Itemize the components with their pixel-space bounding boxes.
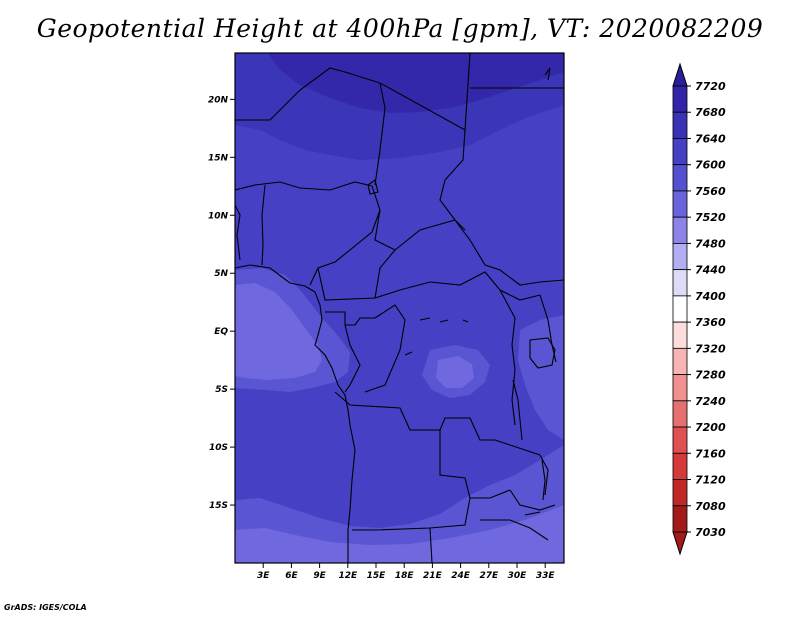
lake-tanganyika [512, 379, 523, 441]
lat-tick-label: 20N [208, 95, 229, 105]
border-angola-zambia [439, 430, 511, 499]
colorbar-swatch [672, 426, 688, 454]
colorbar-label: 7200 [695, 421, 726, 434]
border-zimbabwe [480, 519, 549, 541]
lon-tick-label: 21E [423, 571, 443, 581]
lon-tick-label: 24E [451, 571, 471, 581]
border-sudan-south [484, 264, 564, 286]
grads-credit: GrADS: IGES/COLA [4, 603, 87, 612]
longitude-axis: 3E 6E 9E 12E 15E 18E 21E 24E 27E 30E 33E [257, 563, 555, 581]
border-gabon-congo [344, 324, 361, 393]
border-namibia-botswana [429, 527, 433, 563]
lat-tick-label: 10S [209, 443, 228, 453]
colorbar-label: 7160 [695, 447, 726, 460]
field-band-7520-south [235, 505, 564, 563]
colorbar-swatch [672, 505, 688, 533]
colorbar-label: 7680 [695, 106, 726, 119]
border-drc-tanzania [511, 369, 516, 426]
border-drc-uganda [499, 289, 516, 371]
colorbar-label: 7030 [695, 526, 726, 539]
colorbar-swatch [672, 269, 688, 297]
lon-tick-label: 33E [536, 571, 556, 581]
border-congo-drc [364, 304, 406, 393]
border-malawi [539, 454, 549, 496]
coastline-west-stub [235, 204, 241, 261]
colorbar-top-arrow [672, 62, 688, 87]
lon-tick-label: 6E [285, 571, 298, 581]
colorbar-swatch [672, 321, 688, 349]
map-title: Geopotential Height at 400hPa [gpm], VT:… [36, 14, 764, 43]
contour-field [235, 53, 564, 563]
border-angola-drc [334, 391, 511, 446]
colorbar-label: 7440 [695, 264, 726, 277]
colorbar-label: 7120 [695, 474, 726, 487]
colorbar-swatch [672, 111, 688, 139]
map-frame [234, 52, 565, 564]
lake-kariba [524, 511, 541, 516]
colorbar-label: 7600 [695, 159, 726, 172]
border-niger-algeria [235, 67, 386, 186]
colorbar-swatch [672, 138, 688, 166]
lat-tick-label: 5S [215, 385, 228, 395]
border-chad-cameroon-car [374, 209, 486, 266]
lake-victoria [529, 337, 556, 369]
colorbar-label: 7080 [695, 500, 726, 513]
colorbar-bottom-arrow [672, 531, 688, 556]
colorbar-label: 7480 [695, 237, 726, 250]
field-band-7520-centre [436, 356, 474, 388]
colorbar-swatch [672, 400, 688, 428]
border-zambia-mozambique [509, 489, 556, 511]
colorbar-label: 7320 [695, 342, 726, 355]
colorbar-swatch [672, 85, 688, 113]
lon-tick-label: 9E [313, 571, 326, 581]
colorbar-label: 7560 [695, 185, 726, 198]
lat-tick-label: 10N [208, 211, 229, 221]
colorbar: 7720 7680 7640 7600 7560 7520 7480 7440 7400 7360… [672, 62, 726, 556]
lon-tick-label: 30E [508, 571, 528, 581]
colorbar-label: 7640 [695, 132, 726, 145]
lon-tick-label: 15E [367, 571, 387, 581]
lon-tick-label: 3E [257, 571, 270, 581]
lon-tick-label: 27E [479, 571, 499, 581]
field-band-7680-north [268, 53, 564, 113]
lake-malawi [541, 459, 546, 501]
border-zambia-tanzania [509, 444, 541, 456]
border-nigeria-niger [235, 181, 373, 191]
colorbar-label: 7240 [695, 395, 726, 408]
lon-tick-label: 18E [395, 571, 415, 581]
colorbar-swatch [672, 190, 688, 218]
lat-tick-label: 5N [214, 269, 228, 279]
lat-tick-label: 15S [209, 501, 228, 511]
colorbar-swatch [672, 295, 688, 323]
colorbar-label: 7280 [695, 369, 726, 382]
colorbar-swatch [672, 164, 688, 192]
colorbar-swatch [672, 243, 688, 271]
colorbar-label: 7360 [695, 316, 726, 329]
latitude-axis: 20N 15N 10N 5N EQ 5S 10S 15S [208, 95, 235, 511]
lake-chad [367, 179, 379, 195]
colorbar-swatch [672, 452, 688, 480]
colorbar-swatch [672, 216, 688, 244]
colorbar-swatch [672, 347, 688, 375]
border-car-congo [374, 271, 541, 301]
nile-sudd [544, 67, 551, 81]
lat-tick-label: 15N [208, 153, 229, 163]
border-eq-guinea-gabon [325, 311, 375, 326]
colorbar-label: 7720 [695, 80, 726, 93]
lat-tick-label: EQ [214, 327, 228, 337]
colorbar-label: 7400 [695, 290, 726, 303]
coastline-west-africa [235, 264, 356, 563]
congo-river-marks [404, 317, 469, 356]
lon-tick-label: 12E [338, 571, 358, 581]
colorbar-swatch [672, 479, 688, 507]
border-nigeria-benin [261, 184, 266, 266]
country-borders [235, 53, 564, 563]
colorbar-label: 7520 [695, 211, 726, 224]
field-band-7520-west [235, 283, 322, 380]
colorbar-swatch [672, 374, 688, 402]
